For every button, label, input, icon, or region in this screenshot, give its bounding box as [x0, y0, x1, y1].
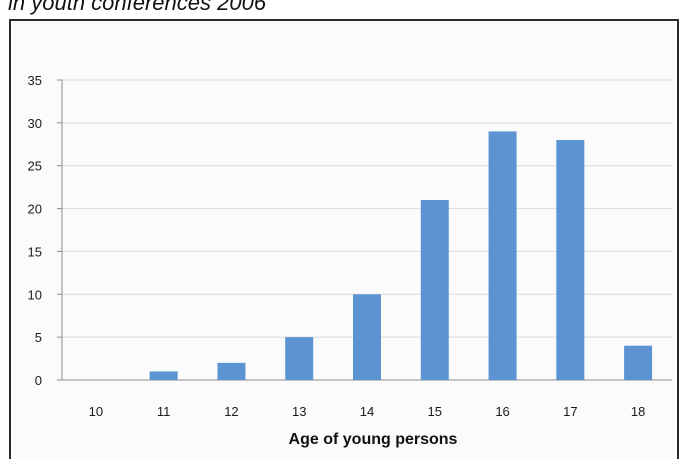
x-tick-label: 15	[428, 404, 442, 419]
x-tick-label: 16	[495, 404, 509, 419]
x-axis-title: Age of young persons	[289, 431, 458, 448]
bar-12	[217, 362, 246, 380]
y-tick-labels: 0 5 10 15 20 25 30 35	[28, 73, 42, 388]
bar-11	[149, 371, 178, 380]
bar-13	[285, 337, 314, 380]
bars	[149, 131, 653, 380]
bar-18	[624, 345, 653, 380]
bar-14	[353, 294, 381, 380]
x-tick-label: 18	[631, 404, 645, 419]
y-tick-label: 20	[28, 202, 42, 217]
y-tick-label: 10	[28, 287, 42, 302]
y-tick-label: 5	[35, 330, 42, 345]
x-tick-label: 14	[360, 404, 374, 419]
bar-16	[488, 131, 517, 380]
bar-15	[420, 200, 449, 380]
y-tick-label: 25	[28, 159, 42, 174]
y-tick-label: 30	[28, 116, 42, 131]
figure-caption: in youth conferences 2006	[8, 0, 267, 15]
y-tick-label: 35	[28, 73, 42, 88]
x-tick-labels: 10 11 12 13 14 15 16 17 18	[89, 404, 646, 419]
x-tick-label: 17	[563, 404, 577, 419]
x-tick-label: 11	[157, 404, 171, 419]
x-tick-label: 10	[89, 404, 103, 419]
y-tick-label: 15	[28, 244, 42, 259]
x-tick-label: 13	[292, 404, 306, 419]
bar-17	[556, 140, 585, 380]
y-tick-label: 0	[35, 373, 42, 388]
x-tick-label: 12	[224, 404, 238, 419]
